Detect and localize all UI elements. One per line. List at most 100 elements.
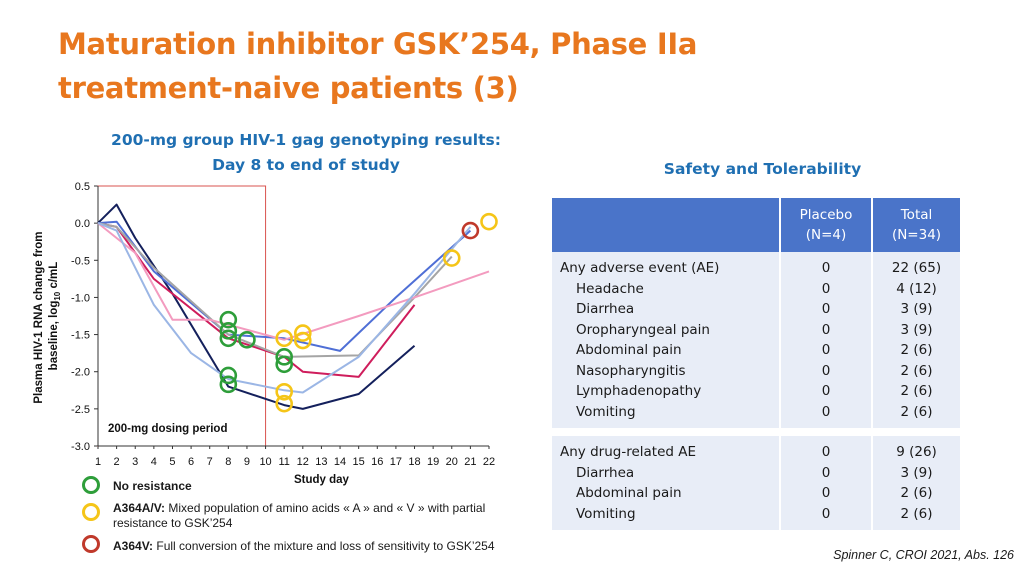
row-total: 3 (9) xyxy=(872,462,960,483)
row-placebo: 0 xyxy=(780,360,873,381)
marker-no-resistance xyxy=(219,375,238,394)
legend-mixed-icon xyxy=(82,503,100,521)
row-label: Diarrhea xyxy=(552,299,781,320)
x-tick-label: 17 xyxy=(390,456,402,468)
x-tick-label: 5 xyxy=(169,456,175,468)
separator-cell xyxy=(552,428,781,436)
row-label: Oropharyngeal pain xyxy=(552,319,781,340)
marker-mixed xyxy=(294,331,312,350)
row-total: 2 (6) xyxy=(872,503,960,530)
x-tick-label: 9 xyxy=(244,456,250,468)
series-line-5 xyxy=(97,222,490,341)
marker-no-resistance xyxy=(219,322,238,340)
table-separator xyxy=(552,428,960,436)
y-tick-label: -2.0 xyxy=(71,367,90,379)
safety-table-header: Placebo (N=4) Total (N=34) xyxy=(552,198,960,252)
table-row: Any adverse event (AE) 0 22 (65) xyxy=(552,252,960,279)
row-label: Abdominal pain xyxy=(552,483,781,504)
x-tick-label: 20 xyxy=(446,456,458,468)
row-total: 2 (6) xyxy=(872,381,960,402)
row-label: Headache xyxy=(552,278,781,299)
marker-no-resistance xyxy=(219,366,238,385)
row-placebo: 0 xyxy=(780,381,873,402)
row-total: 3 (9) xyxy=(872,319,960,340)
legend-full-label: A364V: xyxy=(113,539,154,553)
row-placebo: 0 xyxy=(780,340,873,361)
y-tick-label: -0.5 xyxy=(71,255,90,267)
x-tick-label: 12 xyxy=(297,456,309,468)
y-tick-label: -1.0 xyxy=(71,292,90,304)
marker-no-resistance xyxy=(275,348,293,366)
table-row: Nasopharyngitis 0 2 (6) xyxy=(552,360,960,381)
row-placebo: 0 xyxy=(780,462,873,483)
y-tick-label: -1.5 xyxy=(71,330,90,342)
x-tick-label: 3 xyxy=(132,456,138,468)
x-tick-label: 7 xyxy=(207,456,213,468)
marker-no-resistance xyxy=(238,330,256,349)
marker-no-resistance xyxy=(219,329,238,348)
table-row: Abdominal pain 0 2 (6) xyxy=(552,483,960,504)
series-line-6 xyxy=(97,222,472,394)
chart-title-line1: 200-mg group HIV-1 gag genotyping result… xyxy=(111,131,501,149)
legend-mixed: A364A/V: Mixed population of amino acids… xyxy=(113,501,523,531)
legend-no-resistance-icon xyxy=(82,476,100,494)
x-tick-label: 1 xyxy=(95,456,101,468)
table-row: Headache 0 4 (12) xyxy=(552,278,960,299)
citation: Spinner C, CROI 2021, Abs. 126 xyxy=(833,548,1014,562)
slide-title: Maturation inhibitor GSK’254, Phase IIa … xyxy=(58,22,697,110)
dosing-period-box xyxy=(97,185,267,447)
y-tick-label: 0.5 xyxy=(75,181,90,193)
safety-table: Placebo (N=4) Total (N=34) Any adverse eve… xyxy=(552,198,960,530)
series-line-2 xyxy=(97,222,416,378)
x-tick-label: 2 xyxy=(114,456,120,468)
marker-mixed xyxy=(294,324,312,342)
marker-mixed xyxy=(480,212,498,231)
legend-no-resistance: No resistance xyxy=(113,479,293,494)
header-col-placebo: Placebo (N=4) xyxy=(780,198,873,252)
table-row: Diarrhea 0 3 (9) xyxy=(552,299,960,320)
row-placebo: 0 xyxy=(780,503,873,530)
slide-title-line1: Maturation inhibitor GSK’254, Phase IIa xyxy=(58,27,698,61)
row-total: 2 (6) xyxy=(872,360,960,381)
marker-no-resistance xyxy=(275,355,293,374)
header-placebo-line1: Placebo xyxy=(799,207,853,223)
separator-cell xyxy=(872,428,960,436)
x-tick-label: 21 xyxy=(464,456,476,468)
x-tick-label: 22 xyxy=(483,456,495,468)
marker-mixed xyxy=(275,329,293,348)
header-total-line2: (N=34) xyxy=(891,227,942,243)
separator-cell xyxy=(780,428,873,436)
row-placebo: 0 xyxy=(780,436,873,463)
row-placebo: 0 xyxy=(780,401,873,428)
x-tick-label: 18 xyxy=(408,456,420,468)
row-label: Abdominal pain xyxy=(552,340,781,361)
legend-full-icon xyxy=(82,535,100,553)
chart-title-line2: Day 8 to end of study xyxy=(212,156,400,174)
header-total-line1: Total xyxy=(900,207,933,223)
series-line-1 xyxy=(97,203,416,410)
chart-title: 200-mg group HIV-1 gag genotyping result… xyxy=(92,128,520,178)
marker-mixed xyxy=(275,394,293,413)
header-col-total: Total (N=34) xyxy=(872,198,960,252)
marker-mixed xyxy=(442,249,461,267)
row-total: 4 (12) xyxy=(872,278,960,299)
row-total: 2 (6) xyxy=(872,401,960,428)
row-label: Nasopharyngitis xyxy=(552,360,781,381)
marker-full xyxy=(461,221,480,240)
safety-title: Safety and Tolerability xyxy=(663,160,862,178)
row-label: Lymphadenopathy xyxy=(552,381,781,402)
marker-mixed xyxy=(275,382,293,401)
row-placebo: 0 xyxy=(780,483,873,504)
y-axis-label: Plasma HIV-1 RNA change from baseline, l… xyxy=(33,228,62,403)
table-row: Abdominal pain 0 2 (6) xyxy=(552,340,960,361)
slide-title-line2: treatment-naive patients (3) xyxy=(58,71,519,105)
legend-full: A364V: Full conversion of the mixture an… xyxy=(113,539,533,554)
row-label: Vomiting xyxy=(552,401,781,428)
x-axis-label: Study day xyxy=(294,474,350,486)
y-axis-label-line2: baseline, log xyxy=(48,301,60,371)
x-tick-label: 6 xyxy=(188,456,194,468)
table-row: Any drug-related AE 0 9 (26) xyxy=(552,436,960,463)
y-tick-label: -3.0 xyxy=(71,441,90,453)
legend-no-resistance-label: No resistance xyxy=(113,479,192,493)
